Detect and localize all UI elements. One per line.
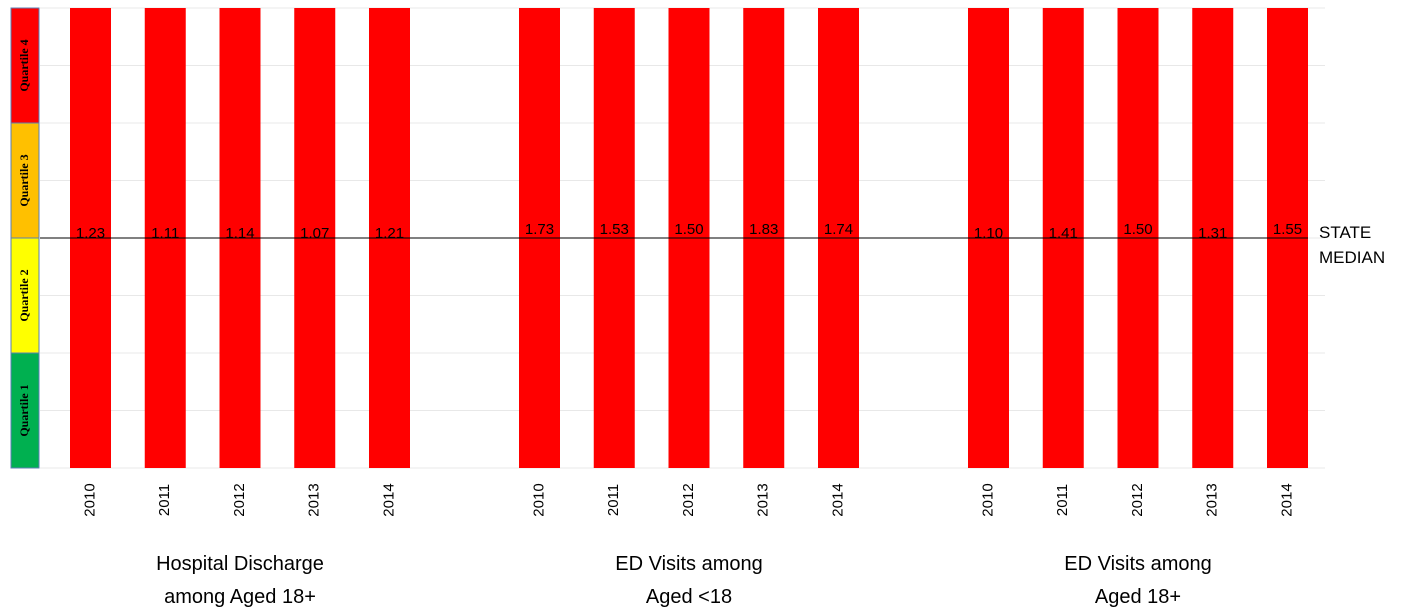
year-tick-label: 2013 <box>755 483 772 516</box>
group-label: Aged 18+ <box>1095 586 1181 608</box>
quartile-label: Quartile 2 <box>17 269 31 321</box>
year-tick-label: 2013 <box>1204 483 1221 516</box>
median-label-line: MEDIAN <box>1319 248 1385 267</box>
value-label: 1.21 <box>375 225 404 242</box>
state-median-label: STATE MEDIAN <box>1319 223 1385 267</box>
year-tick-label: 2014 <box>380 483 397 516</box>
year-tick-label: 2011 <box>605 484 622 516</box>
quartile-legend: Quartile 4 Quartile 3 Quartile 2 Quartile 1 <box>10 7 40 469</box>
group-labels: Hospital Discharge among Aged 18+ ED Visit… <box>156 553 1212 608</box>
group-label: ED Visits among <box>615 553 762 575</box>
quartile-label: Quartile 4 <box>17 39 31 91</box>
quartile-label: Quartile 3 <box>17 154 31 206</box>
value-label: 1.74 <box>824 221 853 238</box>
value-label: 1.41 <box>1049 225 1078 242</box>
median-label-line: STATE <box>1319 223 1371 242</box>
value-label: 1.73 <box>525 221 554 238</box>
group-label: ED Visits among <box>1064 553 1211 575</box>
value-label: 1.14 <box>225 225 254 242</box>
year-tick-label: 2012 <box>231 483 248 516</box>
value-label: 1.50 <box>674 221 703 238</box>
value-label: 1.07 <box>300 225 329 242</box>
year-tick-label: 2010 <box>979 483 996 516</box>
value-label: 1.83 <box>749 221 778 238</box>
group-label: among Aged 18+ <box>164 586 316 608</box>
value-label: 1.10 <box>974 225 1003 242</box>
year-tick-label: 2011 <box>1054 484 1071 516</box>
year-tick-label: 2014 <box>829 483 846 516</box>
year-tick-label: 2013 <box>306 483 323 516</box>
value-label: 1.23 <box>76 225 105 242</box>
year-tick-label: 2012 <box>680 483 697 516</box>
year-tick-label: 2014 <box>1278 483 1295 516</box>
value-label: 1.55 <box>1273 221 1302 238</box>
year-tick-labels: 2010 2011 2012 2013 2014 2010 2011 2012 2013 2014… <box>81 483 1295 516</box>
quartile-label: Quartile 1 <box>17 384 31 436</box>
year-tick-label: 2010 <box>81 483 98 516</box>
quartile-box <box>10 7 40 124</box>
group-label: Hospital Discharge <box>156 553 324 575</box>
value-labels: 1.23 1.11 1.14 1.07 1.21 1.73 1.53 1.50 1.83 1.74… <box>76 221 1302 242</box>
value-label: 1.31 <box>1198 225 1227 242</box>
year-tick-label: 2012 <box>1129 483 1146 516</box>
year-tick-label: 2011 <box>156 484 173 516</box>
group-label: Aged <18 <box>646 586 732 608</box>
year-tick-label: 2010 <box>530 483 547 516</box>
quartile-box <box>10 352 40 469</box>
value-label: 1.53 <box>600 221 629 238</box>
value-label: 1.50 <box>1123 221 1152 238</box>
value-label: 1.11 <box>151 225 179 242</box>
